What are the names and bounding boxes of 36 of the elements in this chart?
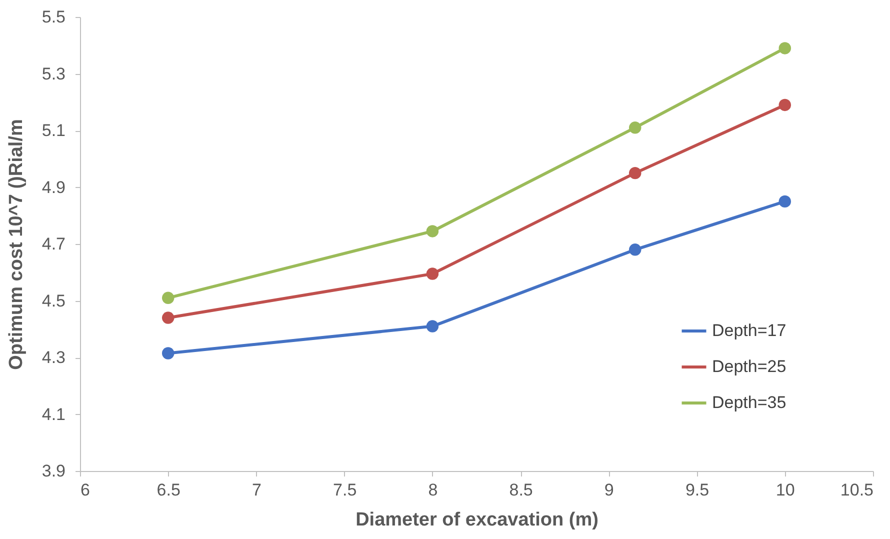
- y-tick-label: 5.1: [42, 121, 66, 140]
- point: [778, 42, 792, 54]
- x-tick-label: 7: [252, 480, 262, 500]
- y-tick-label: 4.3: [42, 348, 66, 367]
- x-tick-label: 10: [776, 480, 795, 500]
- x-tick-label: 7.5: [333, 480, 357, 500]
- x-tick-label: 10.5: [840, 480, 874, 500]
- y-tick-label: 5.3: [42, 64, 66, 84]
- y-tick-label: 4.7: [42, 234, 66, 254]
- x-tick-label: 8: [428, 480, 438, 500]
- y-tick-label: 4.1: [42, 404, 66, 424]
- x-tick-label: 8.5: [509, 480, 533, 500]
- y-axis-title: Optimum cost 10^7 ()Rial/m: [6, 119, 27, 370]
- y-tick-label: 4.5: [42, 291, 66, 310]
- legend-label: Depth=35: [712, 393, 786, 412]
- x-axis-title: Diameter of excavation (m): [356, 510, 598, 530]
- point: [162, 347, 174, 360]
- x-tick-label: 9: [604, 480, 614, 500]
- point: [628, 122, 642, 134]
- x-tick-label: 6.5: [156, 480, 180, 500]
- point: [426, 268, 439, 280]
- y-tick-label: 5.5: [42, 8, 66, 26]
- point: [162, 292, 174, 304]
- y-tick-label: 3.9: [42, 462, 66, 480]
- point: [778, 195, 792, 208]
- y-tick-label: 4.9: [42, 178, 66, 197]
- legend-label: Depth=17: [712, 321, 786, 340]
- x-tick-label: 9.5: [685, 480, 710, 500]
- point: [426, 320, 439, 332]
- x-tick-label: 6: [80, 480, 90, 500]
- legend-label: Depth=25: [712, 357, 786, 376]
- point: [778, 98, 792, 112]
- point: [426, 225, 439, 238]
- point: [628, 166, 642, 180]
- point: [162, 312, 174, 324]
- point: [628, 244, 642, 256]
